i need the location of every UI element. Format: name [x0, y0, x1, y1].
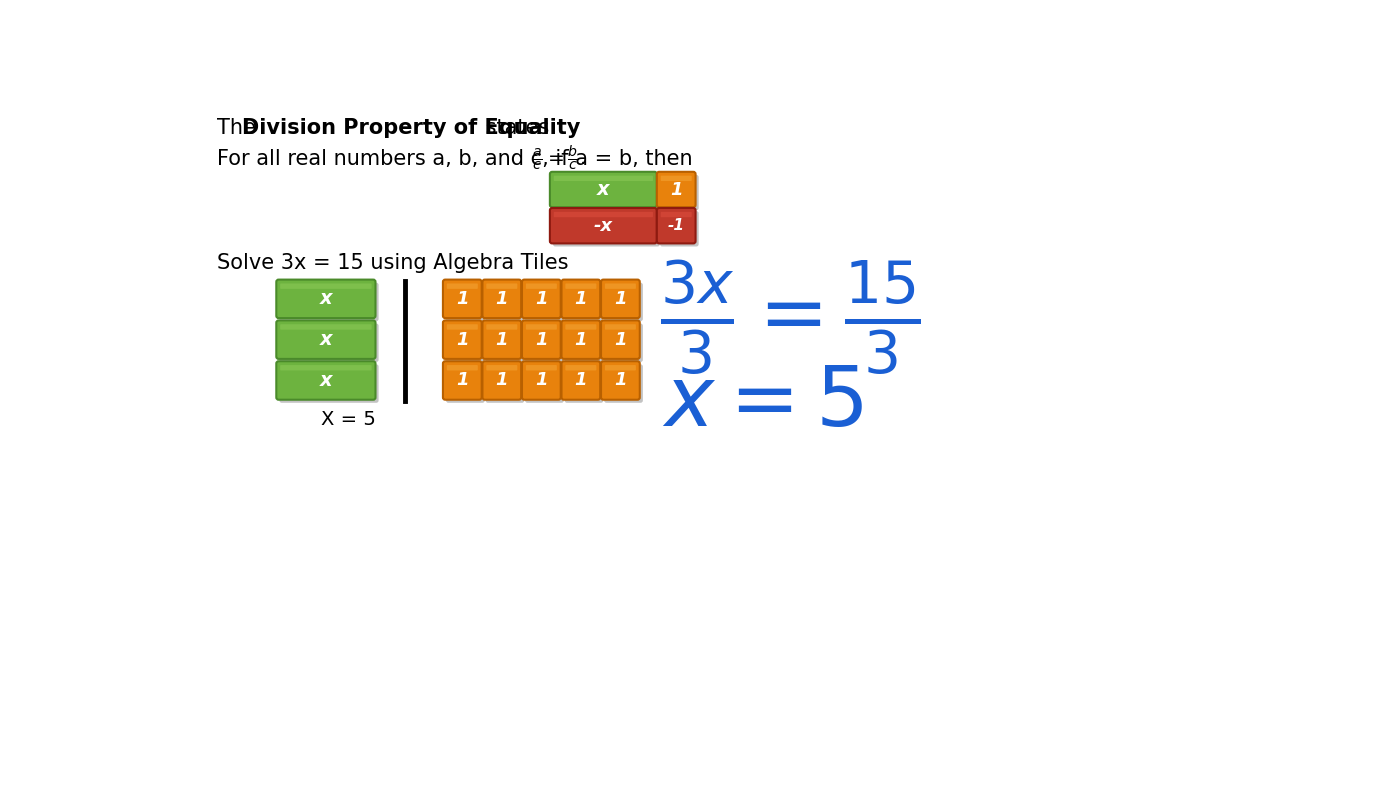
- FancyBboxPatch shape: [280, 323, 379, 362]
- Text: 1: 1: [496, 331, 508, 348]
- FancyBboxPatch shape: [486, 323, 525, 362]
- FancyBboxPatch shape: [561, 321, 600, 359]
- FancyBboxPatch shape: [561, 280, 600, 318]
- Text: 1: 1: [670, 180, 682, 198]
- FancyBboxPatch shape: [522, 280, 561, 318]
- FancyBboxPatch shape: [561, 361, 600, 400]
- FancyBboxPatch shape: [661, 175, 692, 181]
- FancyBboxPatch shape: [483, 321, 521, 359]
- FancyBboxPatch shape: [486, 364, 525, 403]
- FancyBboxPatch shape: [445, 323, 484, 362]
- FancyBboxPatch shape: [445, 364, 484, 403]
- FancyBboxPatch shape: [601, 361, 640, 400]
- Text: Division Property of Equality: Division Property of Equality: [242, 118, 580, 138]
- Text: 1: 1: [575, 371, 587, 389]
- Text: -1: -1: [668, 218, 685, 233]
- FancyBboxPatch shape: [661, 212, 692, 217]
- FancyBboxPatch shape: [522, 321, 561, 359]
- FancyBboxPatch shape: [280, 283, 379, 322]
- FancyBboxPatch shape: [443, 361, 482, 400]
- FancyBboxPatch shape: [553, 211, 660, 246]
- Text: x: x: [597, 180, 610, 199]
- FancyBboxPatch shape: [550, 208, 657, 243]
- FancyBboxPatch shape: [280, 284, 372, 289]
- Text: 1: 1: [575, 331, 587, 348]
- Text: $\frac{a}{c} = \frac{b}{c}$.: $\frac{a}{c} = \frac{b}{c}$.: [532, 143, 586, 173]
- FancyBboxPatch shape: [276, 321, 376, 359]
- FancyBboxPatch shape: [604, 364, 643, 403]
- FancyBboxPatch shape: [565, 323, 603, 362]
- Text: The: The: [217, 118, 262, 138]
- FancyBboxPatch shape: [657, 208, 696, 243]
- FancyBboxPatch shape: [606, 365, 636, 371]
- FancyBboxPatch shape: [486, 284, 518, 289]
- FancyBboxPatch shape: [483, 280, 521, 318]
- FancyBboxPatch shape: [604, 323, 643, 362]
- Text: Solve 3x = 15 using Algebra Tiles: Solve 3x = 15 using Algebra Tiles: [217, 253, 568, 273]
- FancyBboxPatch shape: [565, 365, 596, 371]
- Text: $\mathit{\frac{3x}{3}} = \mathit{\frac{15}{3}}$: $\mathit{\frac{3x}{3}} = \mathit{\frac{1…: [660, 258, 920, 378]
- Text: x: x: [320, 330, 333, 349]
- FancyBboxPatch shape: [447, 324, 477, 329]
- Text: 1: 1: [496, 290, 508, 308]
- Text: -x: -x: [594, 216, 612, 235]
- FancyBboxPatch shape: [565, 283, 603, 322]
- FancyBboxPatch shape: [486, 283, 525, 322]
- Text: 1: 1: [614, 290, 626, 308]
- Text: 1: 1: [535, 290, 547, 308]
- FancyBboxPatch shape: [565, 324, 596, 329]
- Text: 1: 1: [457, 331, 469, 348]
- FancyBboxPatch shape: [525, 364, 564, 403]
- FancyBboxPatch shape: [554, 212, 653, 217]
- FancyBboxPatch shape: [565, 284, 596, 289]
- FancyBboxPatch shape: [526, 284, 557, 289]
- Text: 1: 1: [496, 371, 508, 389]
- Text: 1: 1: [535, 331, 547, 348]
- Text: states: states: [479, 118, 548, 138]
- Text: X = 5: X = 5: [322, 410, 376, 429]
- Text: x: x: [320, 371, 333, 390]
- FancyBboxPatch shape: [526, 365, 557, 371]
- Text: $\mathit{x = 5}$: $\mathit{x = 5}$: [663, 363, 864, 443]
- Text: 1: 1: [614, 331, 626, 348]
- FancyBboxPatch shape: [660, 175, 699, 210]
- FancyBboxPatch shape: [660, 211, 699, 246]
- FancyBboxPatch shape: [280, 364, 379, 403]
- FancyBboxPatch shape: [526, 324, 557, 329]
- FancyBboxPatch shape: [276, 361, 376, 400]
- FancyBboxPatch shape: [447, 284, 477, 289]
- FancyBboxPatch shape: [565, 364, 603, 403]
- FancyBboxPatch shape: [554, 175, 653, 181]
- Text: 1: 1: [575, 290, 587, 308]
- Text: 1: 1: [535, 371, 547, 389]
- FancyBboxPatch shape: [280, 365, 372, 371]
- FancyBboxPatch shape: [606, 324, 636, 329]
- FancyBboxPatch shape: [486, 324, 518, 329]
- Text: For all real numbers a, b, and c, if a = b, then: For all real numbers a, b, and c, if a =…: [217, 149, 699, 169]
- FancyBboxPatch shape: [606, 284, 636, 289]
- FancyBboxPatch shape: [601, 280, 640, 318]
- FancyBboxPatch shape: [443, 321, 482, 359]
- FancyBboxPatch shape: [447, 365, 477, 371]
- Text: 1: 1: [614, 371, 626, 389]
- FancyBboxPatch shape: [483, 361, 521, 400]
- FancyBboxPatch shape: [280, 324, 372, 329]
- FancyBboxPatch shape: [525, 323, 564, 362]
- Text: 1: 1: [457, 371, 469, 389]
- FancyBboxPatch shape: [522, 361, 561, 400]
- FancyBboxPatch shape: [443, 280, 482, 318]
- FancyBboxPatch shape: [601, 321, 640, 359]
- FancyBboxPatch shape: [445, 283, 484, 322]
- FancyBboxPatch shape: [486, 365, 518, 371]
- FancyBboxPatch shape: [276, 280, 376, 318]
- FancyBboxPatch shape: [604, 283, 643, 322]
- FancyBboxPatch shape: [553, 175, 660, 210]
- FancyBboxPatch shape: [525, 283, 564, 322]
- Text: 1: 1: [457, 290, 469, 308]
- Text: x: x: [320, 289, 333, 308]
- FancyBboxPatch shape: [550, 171, 657, 207]
- FancyBboxPatch shape: [657, 171, 696, 207]
